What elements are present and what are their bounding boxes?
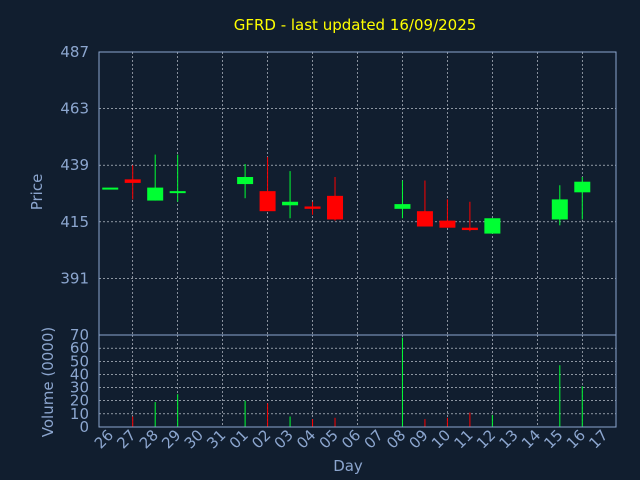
day-axis-ticks: 2627282930310102030405060708091011121314… (91, 426, 612, 452)
volume-tick-label: 10 (70, 405, 89, 423)
candle-body (394, 204, 411, 209)
candle-body (304, 206, 321, 209)
candle-body (282, 201, 299, 206)
candle-body (439, 220, 456, 228)
volume-series (132, 337, 583, 427)
volume-tick-label: 20 (70, 392, 89, 410)
price-tick-label: 415 (60, 213, 89, 231)
volume-plot-frame (98, 334, 617, 428)
day-axis-label: Day (333, 457, 363, 475)
candle-body (484, 218, 501, 234)
price-tick-label: 439 (60, 156, 89, 174)
volume-tick-label: 60 (70, 339, 89, 357)
candlestick-series (102, 154, 591, 234)
day-tick-label: 17 (585, 426, 611, 452)
chart-title: GFRD - last updated 16/09/2025 (234, 16, 477, 34)
candle-body (169, 191, 186, 194)
candle-body (327, 195, 344, 220)
candle-body (416, 211, 433, 227)
volume-tick-label: 50 (70, 352, 89, 370)
price-grid (99, 51, 616, 335)
price-tick-label: 391 (60, 269, 89, 287)
price-axis-label: Price (28, 174, 46, 211)
volume-tick-label: 0 (79, 418, 89, 436)
candle-body (147, 187, 164, 201)
candle-body (102, 187, 119, 190)
candle-body (124, 179, 141, 183)
candle-body (237, 176, 254, 185)
candle-body (259, 191, 276, 212)
volume-axis-label: Volume (0000) (39, 327, 57, 437)
price-axis-ticks: 391 415 439 463 487 (60, 43, 89, 287)
candle-body (574, 181, 591, 193)
price-tick-label: 487 (60, 43, 89, 61)
volume-grid (99, 334, 616, 428)
volume-tick-label: 70 (70, 326, 89, 344)
volume-tick-label: 30 (70, 379, 89, 397)
volume-tick-label: 40 (70, 365, 89, 383)
candle-body (461, 227, 478, 231)
candle-body (551, 199, 568, 220)
price-tick-label: 463 (60, 100, 89, 118)
